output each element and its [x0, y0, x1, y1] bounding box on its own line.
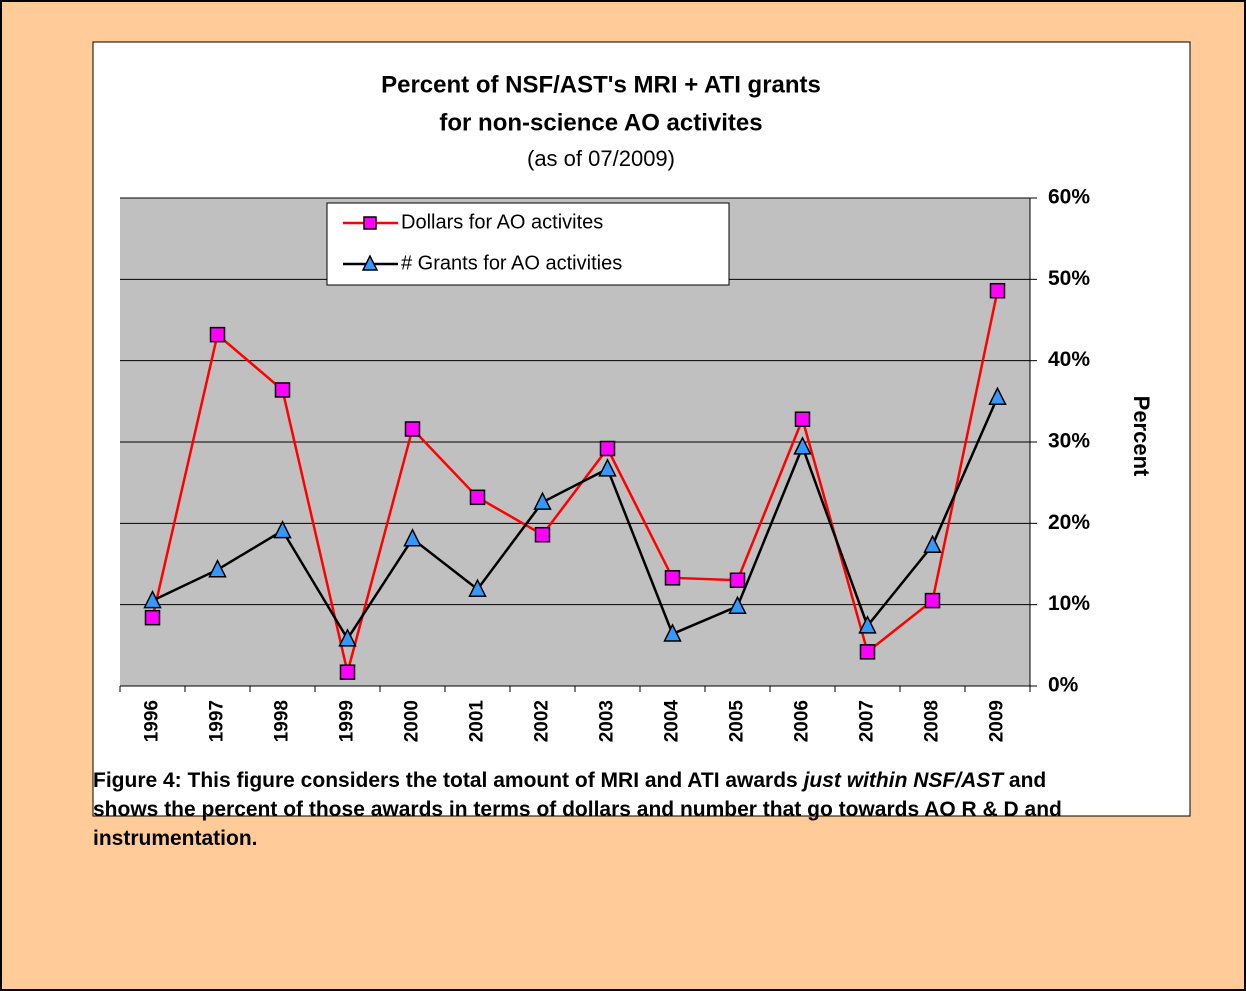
x-tick-label: 1996 — [142, 700, 163, 742]
x-tick-label: 2001 — [467, 700, 488, 743]
data-point — [533, 491, 552, 510]
x-tick-label: 1999 — [337, 700, 358, 742]
data-point — [143, 589, 162, 609]
y-tick-label: 30% — [1048, 430, 1090, 453]
data-point — [534, 526, 551, 543]
chart-title: for non-science AO activites — [439, 109, 762, 136]
legend-label: Dollars for AO activites — [401, 211, 603, 233]
y-tick-label: 10% — [1048, 592, 1090, 615]
x-tick-label: 2009 — [987, 700, 1008, 742]
y-tick-label: 40% — [1048, 348, 1090, 371]
data-point — [469, 489, 486, 506]
data-point — [208, 559, 227, 578]
y-tick-label: 0% — [1048, 674, 1079, 697]
data-point — [274, 382, 291, 398]
caption-text: and shows the percent of those awards in… — [93, 769, 1062, 850]
data-point — [793, 436, 812, 455]
caption-text: just within NSF/AST — [803, 769, 1004, 792]
legend-box — [326, 202, 730, 286]
data-point — [598, 458, 617, 477]
data-point — [663, 623, 682, 642]
caption-text: Figure 4: This figure considers the tota… — [93, 769, 804, 792]
series-line — [151, 290, 999, 673]
data-point — [468, 578, 487, 597]
x-tick-label: 2002 — [532, 700, 553, 742]
data-point — [729, 572, 746, 589]
data-point — [794, 411, 811, 427]
data-point — [923, 534, 942, 554]
data-point — [599, 440, 616, 457]
chart-title: Percent of NSF/AST's MRI + ATI grants — [381, 71, 821, 98]
figure-caption: Figure 4: This figure considers the tota… — [93, 766, 1103, 853]
legend-label: # Grants for AO activities — [401, 252, 622, 274]
legend-marker — [361, 254, 379, 271]
data-point — [144, 609, 161, 626]
x-tick-label: 2008 — [922, 700, 943, 742]
data-point — [728, 595, 747, 615]
data-point — [988, 386, 1007, 406]
data-point — [338, 628, 357, 647]
x-tick-label: 2005 — [727, 700, 748, 743]
x-tick-label: 2006 — [792, 700, 813, 742]
data-point — [858, 615, 877, 634]
data-point — [924, 592, 941, 609]
data-point — [209, 326, 226, 343]
x-tick-label: 1997 — [207, 700, 228, 742]
x-tick-label: 1998 — [272, 700, 293, 742]
y-tick-label: 20% — [1048, 511, 1090, 534]
legend-marker — [363, 216, 377, 230]
data-point — [404, 421, 421, 437]
y-tick-label: 50% — [1048, 267, 1090, 290]
x-tick-label: 2004 — [662, 700, 683, 743]
x-tick-label: 2007 — [857, 700, 878, 742]
data-point — [989, 282, 1006, 299]
data-point — [859, 644, 876, 660]
data-point — [273, 519, 292, 539]
x-tick-label: 2003 — [597, 700, 618, 742]
series-line — [151, 396, 999, 642]
y-tick-label: 60% — [1048, 186, 1090, 209]
data-point — [339, 664, 356, 680]
chart-subtitle: (as of 07/2009) — [527, 146, 675, 171]
y-axis-label: Percent — [1129, 396, 1154, 477]
x-tick-label: 2000 — [402, 700, 423, 742]
data-point — [403, 528, 422, 547]
data-point — [664, 570, 681, 586]
